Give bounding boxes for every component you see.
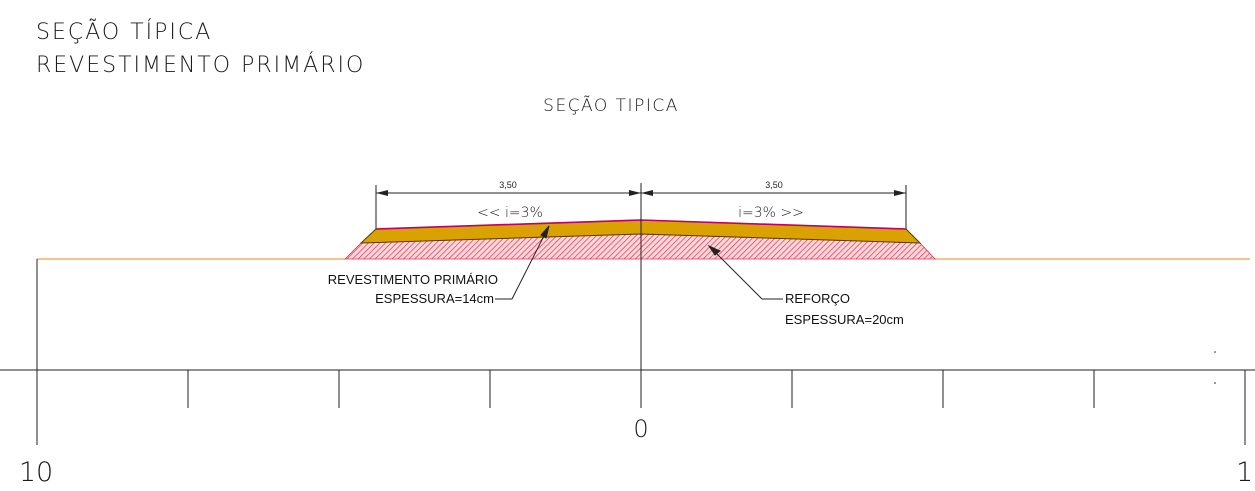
dimension-right-label: 3,50 — [765, 180, 783, 190]
reforco-callout-thickness: ESPESSURA=20cm — [785, 312, 904, 327]
drawing-title-line-1: SEÇÃO TÍPICA — [36, 20, 213, 45]
reforco-leader — [707, 244, 783, 300]
section-heading: SEÇÃO TIPICA — [543, 95, 679, 116]
scale-label-center: 0 — [633, 415, 648, 443]
stray-mark — [1214, 382, 1216, 384]
slope-right-label: i=3% >> — [738, 205, 804, 221]
scale-axis — [0, 369, 1255, 445]
revestimento-callout-name: REVESTIMENTO PRIMÁRIO — [328, 272, 498, 287]
dimension-left-label: 3,50 — [499, 180, 517, 190]
revestimento-leader — [495, 225, 550, 300]
stray-mark — [1214, 351, 1216, 353]
reforco-callout-name: REFORÇO — [785, 291, 850, 306]
revestimento-callout-thickness: ESPESSURA=14cm — [375, 291, 494, 306]
dimension-lines — [375, 185, 907, 229]
slope-left-label: << i=3% — [477, 205, 543, 221]
scale-label-left: 10 — [19, 457, 53, 488]
scale-label-right: 10 — [1236, 457, 1255, 488]
drawing-title-line-2: REVESTIMENTO PRIMÁRIO — [36, 53, 366, 78]
